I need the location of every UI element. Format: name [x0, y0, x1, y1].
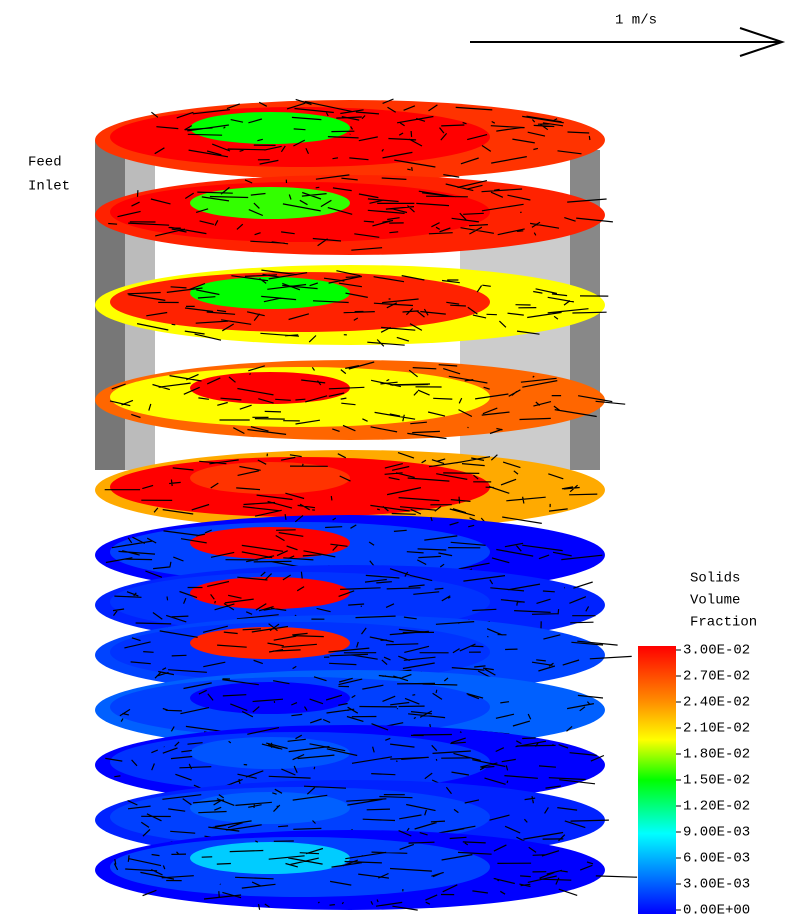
colorbar-title: Volume — [690, 593, 740, 609]
colorbar-title: Solids — [690, 571, 740, 587]
slice-region — [190, 577, 350, 609]
colorbar: Solids Volume Fraction 3.00E-02 2.70E-02 2… — [638, 571, 757, 919]
slice-region — [190, 682, 350, 714]
slice-region — [190, 527, 350, 559]
velocity-vectors — [113, 830, 638, 911]
velocity-vectors — [108, 174, 613, 251]
velocity-vectors — [109, 361, 626, 440]
scale-arrow-head — [739, 27, 786, 57]
colorbar-tick-label: 1.80E-02 — [683, 747, 750, 763]
slice-region — [190, 842, 350, 874]
colorbar-tick-label: 9.00E-03 — [683, 825, 750, 841]
colorbar-tick-label: 2.10E-02 — [683, 721, 750, 737]
slice-region — [190, 372, 350, 404]
inlet-label: Feed — [28, 155, 62, 171]
colorbar-tick-label: 1.20E-02 — [683, 799, 750, 815]
slice-region — [190, 112, 350, 144]
colorbar-scale — [638, 646, 676, 914]
scale-arrow: 1 m/s — [470, 13, 786, 57]
colorbar-tick-label: 3.00E-03 — [683, 877, 750, 893]
colorbar-tick-label: 6.00E-03 — [683, 851, 750, 867]
scale-label: 1 m/s — [615, 13, 657, 29]
colorbar-tick-label: 3.00E-02 — [683, 643, 750, 659]
colorbar-tick-label: 2.70E-02 — [683, 669, 750, 685]
velocity-vectors — [127, 269, 609, 347]
slice-region — [190, 792, 350, 824]
colorbar-tick-label: 2.40E-02 — [683, 695, 750, 711]
slice-region — [190, 462, 350, 494]
inlet-label: Inlet — [28, 179, 70, 195]
colorbar-tick-label: 0.00E+00 — [683, 903, 750, 919]
velocity-vectors — [151, 98, 591, 178]
colorbar-title: Fraction — [690, 615, 757, 631]
slice-region — [190, 737, 350, 769]
cylinder-scene — [95, 98, 638, 911]
colorbar-tick-label: 1.50E-02 — [683, 773, 750, 789]
